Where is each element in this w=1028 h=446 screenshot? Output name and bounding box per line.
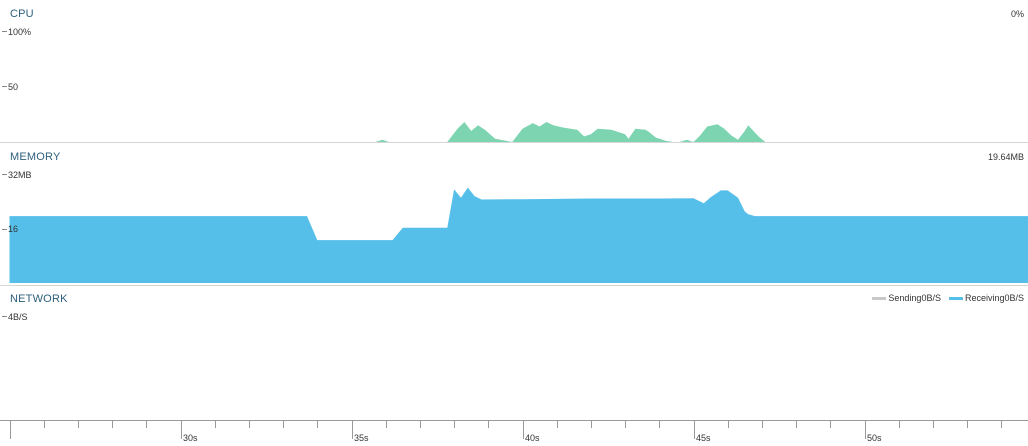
legend-label-sending: Sending [888,293,922,303]
cpu-current-value: 0% [1010,9,1024,19]
time-minor-tick [591,421,592,428]
cpu-tick-mark-100 [2,31,7,32]
cpu-tick-mark-50 [2,86,7,87]
network-divider [0,285,1028,286]
memory-tick-label-32: 32MB [8,170,32,180]
time-minor-tick [933,421,934,428]
cpu-title: CPU [10,8,34,20]
time-minor-tick [454,421,455,428]
legend-swatch-receiving [948,296,963,300]
time-minor-tick [830,421,831,428]
network-title: NETWORK [10,293,68,305]
memory-tick-mark-32 [2,174,7,175]
time-minor-tick [317,421,318,428]
time-minor-tick [796,421,797,428]
time-major-tick [181,421,182,439]
time-minor-tick [1001,421,1002,428]
time-label: 45s [696,433,711,443]
network-legend: Sending 0B/S Receiving 0B/S [864,293,1024,303]
time-major-tick [523,421,524,439]
legend-item-sending[interactable]: Sending 0B/S [872,293,941,303]
time-major-tick [352,421,353,439]
time-label: 35s [354,433,369,443]
memory-tick-mark-16 [2,229,7,230]
time-minor-tick [146,421,147,428]
network-tick-label-4: 4B/S [8,312,28,322]
time-minor-tick [967,421,968,428]
time-minor-tick [386,421,387,428]
cpu-tick-label-100: 100% [8,27,32,37]
cpu-tick-label-50: 50 [8,82,19,92]
time-minor-tick [249,421,250,428]
time-minor-tick [899,421,900,428]
memory-panel: MEMORY 19.64MB 32MB 16 [0,143,1028,285]
time-minor-tick [557,421,558,428]
legend-label-receiving: Receiving [964,293,1005,303]
time-major-tick [865,421,866,439]
network-panel: NETWORK Sending 0B/S Receiving 0B/S 4B/S [0,285,1028,420]
time-minor-tick [420,421,421,428]
memory-usage-area [9,187,1028,283]
memory-tick-label-16: 16 [8,224,19,234]
time-minor-tick [625,421,626,428]
time-major-tick [694,421,695,439]
legend-value-sending: 0B/S [921,293,941,303]
time-minor-tick [215,421,216,428]
time-label: 40s [525,433,540,443]
time-minor-tick [44,421,45,428]
time-minor-tick [78,421,79,428]
time-minor-tick [728,421,729,428]
time-axis: 30s 35s 40s 45s 50s [0,420,1028,446]
time-minor-tick [762,421,763,428]
network-graph [0,285,1028,420]
time-axis-line [0,420,1028,421]
cpu-divider [0,142,1028,143]
legend-swatch-sending [872,296,887,300]
time-minor-tick [112,421,113,428]
network-tick-mark-4 [2,316,7,317]
memory-title: MEMORY [10,151,61,163]
cpu-panel: CPU 0% 100% 50 [0,0,1028,143]
time-major-tick [10,421,11,439]
memory-graph [9,187,1028,283]
legend-item-receiving[interactable]: Receiving 0B/S [948,293,1024,303]
time-minor-tick [488,421,489,428]
cpu-graph [9,122,1028,142]
time-minor-tick [283,421,284,428]
memory-current-value: 19.64MB [987,152,1024,162]
legend-value-receiving: 0B/S [1004,293,1024,303]
cpu-usage-area [9,122,1028,142]
time-minor-tick [659,421,660,428]
time-label: 30s [183,433,198,443]
time-label: 50s [867,433,882,443]
